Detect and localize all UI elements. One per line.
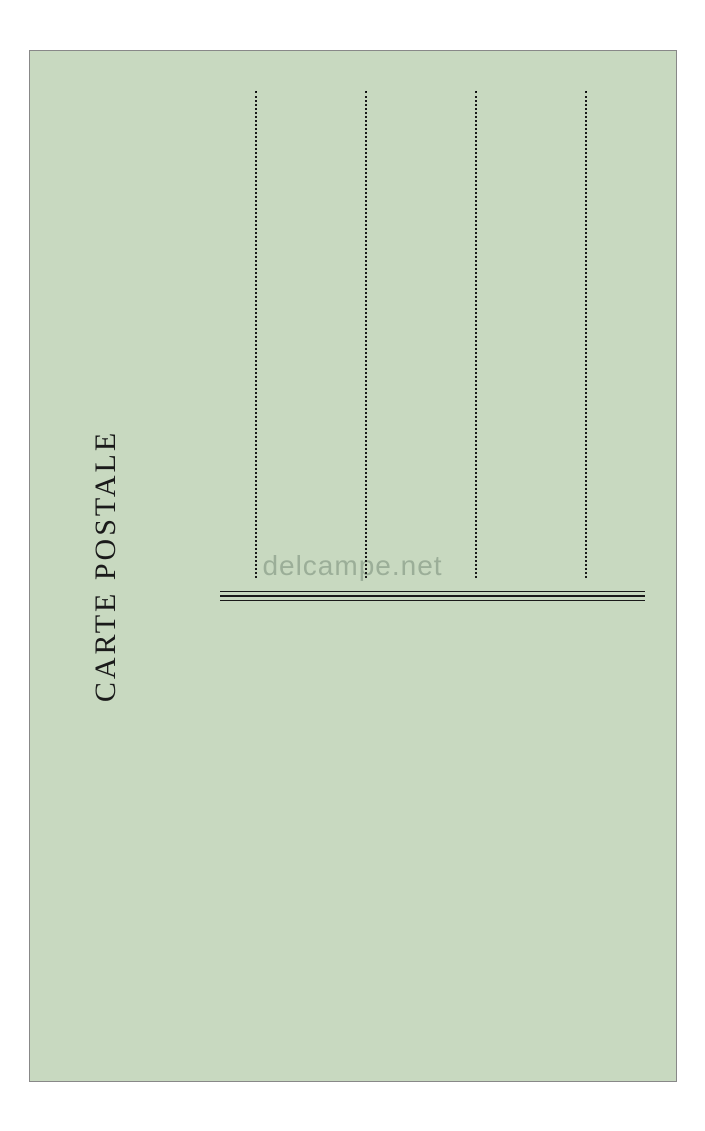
divider-line-1 <box>220 591 645 592</box>
watermark-text: delcampe.net <box>262 550 442 582</box>
address-line <box>365 91 367 578</box>
address-line <box>585 91 587 578</box>
divider-line-3 <box>220 600 645 601</box>
card-title: CARTE POSTALE <box>89 429 123 701</box>
address-line <box>475 91 477 578</box>
address-line <box>255 91 257 578</box>
postcard-back: delcampe.net CARTE POSTALE <box>29 50 677 1082</box>
divider-line-2 <box>220 595 645 597</box>
